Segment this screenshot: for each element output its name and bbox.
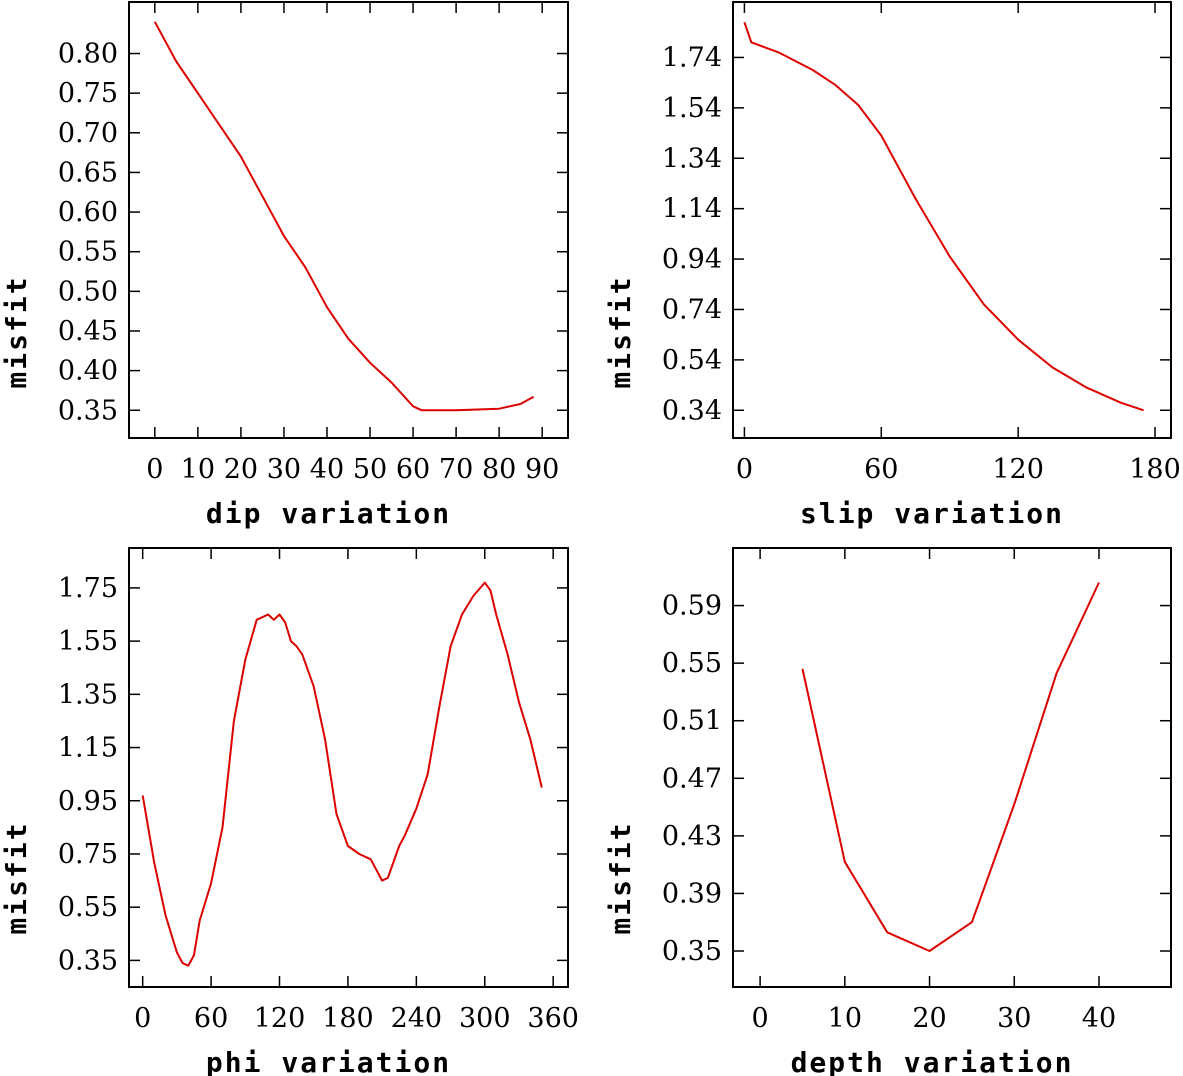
y-tick-label: 1.15 <box>58 733 118 764</box>
x-tick-label: 20 <box>912 1003 946 1034</box>
x-tick-label: 0 <box>736 454 753 485</box>
x-tick-label: 60 <box>396 454 430 485</box>
y-tick-label: 0.55 <box>58 892 118 923</box>
phi-misfit-line <box>141 581 543 967</box>
y-tick-label: 0.40 <box>58 356 118 387</box>
y-axis-label: misfit <box>604 821 637 934</box>
x-tick-label: 120 <box>254 1003 306 1034</box>
y-tick-label: 0.35 <box>58 395 118 426</box>
y-axis-label: misfit <box>604 275 637 388</box>
plot-frame <box>128 547 569 988</box>
y-tick-label: 1.74 <box>662 42 722 73</box>
plot-frame <box>128 1 569 439</box>
x-tick-label: 360 <box>527 1003 579 1034</box>
y-tick-label: 0.35 <box>662 936 722 967</box>
y-tick-label: 0.75 <box>58 78 118 109</box>
x-tick-label: 60 <box>864 454 898 485</box>
y-tick-label: 0.94 <box>662 244 722 275</box>
plot-frame <box>732 547 1172 988</box>
y-tick-label: 0.55 <box>662 648 722 679</box>
x-tick-label: 180 <box>322 1003 374 1034</box>
x-tick-label: 10 <box>181 454 215 485</box>
y-tick-label: 0.43 <box>662 821 722 852</box>
x-tick-label: 70 <box>439 454 473 485</box>
x-tick-label: 40 <box>1082 1003 1116 1034</box>
dip-misfit-line <box>153 21 535 412</box>
x-axis-label: slip variation <box>800 497 1064 530</box>
y-tick-label: 1.54 <box>662 93 722 124</box>
x-tick-label: 90 <box>525 454 559 485</box>
y-tick-label: 0.50 <box>58 276 118 307</box>
x-tick-label: 300 <box>459 1003 511 1034</box>
x-tick-label: 0 <box>752 1003 769 1034</box>
slip-variation-panel: 0 60 120 180 0.34 0.54 0.74 0.94 1.14 1.34 1.54 1.7… <box>604 1 1181 530</box>
x-tick-label: 180 <box>1129 454 1181 485</box>
y-axis-label: misfit <box>0 821 33 934</box>
y-tick-label: 0.70 <box>58 118 118 149</box>
depth-misfit-line <box>801 582 1100 952</box>
x-tick-label: 50 <box>353 454 387 485</box>
y-tick-label: 0.39 <box>662 878 722 909</box>
y-tick-label: 0.95 <box>58 786 118 817</box>
y-tick-label: 0.60 <box>58 197 118 228</box>
x-tick-label: 240 <box>391 1003 443 1034</box>
y-axis-label: misfit <box>0 275 33 388</box>
x-axis-label: dip variation <box>206 497 451 530</box>
y-tick-label: 0.55 <box>58 237 118 268</box>
y-tick-label: 0.45 <box>58 316 118 347</box>
y-tick-label: 0.74 <box>662 294 722 325</box>
phi-variation-panel: 0 60 120 180 240 300 360 0.35 0.55 0.75 0.95 1.15 1.… <box>0 547 579 1076</box>
x-tick-label: 120 <box>992 454 1044 485</box>
depth-variation-panel: 0 10 20 30 40 0.35 0.39 0.43 0.47 0.51 0.55 0.59 dep… <box>604 547 1172 1076</box>
y-tick-label: 0.51 <box>662 706 722 737</box>
y-tick-label: 1.34 <box>662 143 722 174</box>
y-tick-label: 0.47 <box>662 763 722 794</box>
x-tick-label: 0 <box>134 1003 151 1034</box>
plot-frame <box>732 1 1172 439</box>
y-tick-label: 1.14 <box>662 194 722 225</box>
x-tick-label: 40 <box>310 454 344 485</box>
slip-misfit-line <box>743 21 1144 412</box>
x-tick-label: 0 <box>146 454 163 485</box>
y-tick-label: 0.54 <box>662 345 722 376</box>
x-tick-label: 30 <box>997 1003 1031 1034</box>
y-tick-label: 0.65 <box>58 157 118 188</box>
y-tick-label: 0.59 <box>662 591 722 622</box>
x-tick-label: 60 <box>194 1003 228 1034</box>
x-axis-label: depth variation <box>791 1046 1074 1076</box>
y-tick-label: 0.34 <box>662 395 722 426</box>
y-tick-label: 0.80 <box>58 39 118 70</box>
x-tick-label: 30 <box>267 454 301 485</box>
y-tick-label: 0.75 <box>58 839 118 870</box>
y-tick-label: 0.35 <box>58 945 118 976</box>
x-axis-label: phi variation <box>206 1046 451 1076</box>
y-tick-label: 1.55 <box>58 626 118 657</box>
x-tick-label: 80 <box>482 454 516 485</box>
dip-variation-panel: 0 10 20 30 40 50 60 70 80 90 0.35 0.40 0.45 0.50 0.55 0… <box>0 1 569 530</box>
y-tick-label: 1.35 <box>58 679 118 710</box>
y-tick-label: 1.75 <box>58 573 118 604</box>
x-tick-label: 10 <box>828 1003 862 1034</box>
x-tick-label: 20 <box>224 454 258 485</box>
